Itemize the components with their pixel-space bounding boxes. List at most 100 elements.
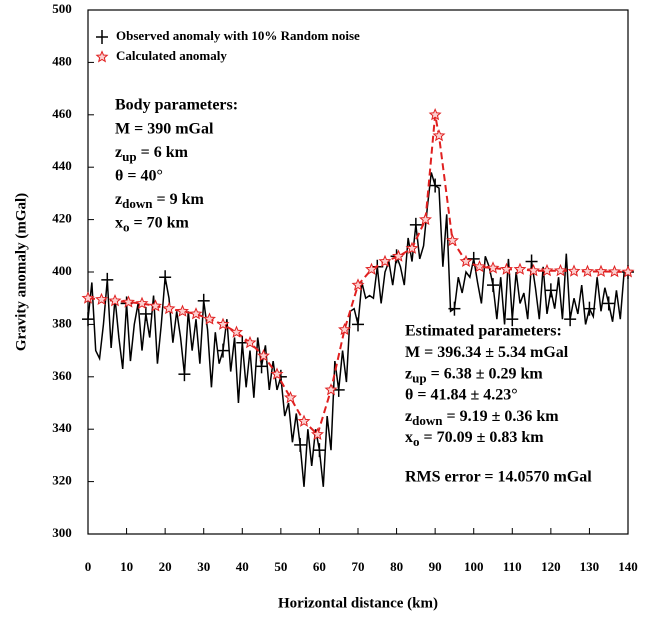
y-tick-label: 380 (52, 315, 72, 330)
star-marker (189, 307, 203, 320)
y-tick-label: 360 (52, 368, 72, 383)
annotation-line: M = 396.34 ± 5.34 mGal (405, 344, 569, 361)
annotation-part: x (115, 214, 123, 231)
annotation-line: M = 390 mGal (115, 120, 214, 137)
annotation-line: xo = 70.09 ± 0.83 km (405, 429, 544, 449)
star-marker (162, 301, 176, 315)
star-marker (527, 263, 540, 277)
star-marker (108, 294, 122, 307)
plus-marker (544, 283, 557, 298)
star-marker (513, 262, 527, 275)
annotation-part: M = 396.34 ± 5.34 mGal (405, 344, 569, 361)
y-tick-label: 300 (52, 525, 72, 540)
x-tick-label: 120 (541, 559, 561, 574)
star-marker (500, 262, 513, 275)
y-tick-label: 320 (52, 473, 72, 488)
plus-marker (448, 301, 461, 316)
star-marker (432, 128, 446, 142)
annotation-line: xo = 70 km (115, 214, 190, 234)
star-marker (486, 261, 500, 274)
annotation-part: = 70.09 ± 0.83 km (420, 429, 545, 446)
plus-marker (602, 296, 615, 311)
x-tick-label: 60 (313, 559, 326, 574)
star-marker (428, 107, 442, 121)
star-marker (149, 299, 162, 312)
plus-marker (583, 301, 596, 316)
plus-marker (429, 178, 442, 193)
plus-marker (178, 367, 191, 382)
x-tick-label: 90 (429, 559, 442, 574)
y-tick-label: 400 (52, 263, 72, 278)
annotation-line: θ = 40° (115, 167, 163, 184)
star-marker (297, 414, 311, 427)
plus-marker (409, 217, 422, 232)
annotation-part: θ = 41.84 ± 4.23° (405, 386, 518, 403)
x-tick-label: 70 (352, 559, 365, 574)
plus-marker (313, 443, 326, 458)
star-marker (473, 259, 486, 273)
annotation-part: down (412, 413, 443, 428)
legend-label: Observed anomaly with 10% Random noise (116, 28, 360, 43)
x-tick-label: 140 (618, 559, 638, 574)
annotation-title: Body parameters: (115, 97, 238, 114)
annotation-part: up (122, 149, 136, 164)
star-marker (230, 325, 243, 338)
plus-marker (352, 317, 364, 332)
plus-marker (96, 30, 108, 44)
plus-marker (197, 293, 210, 308)
star-marker (135, 296, 149, 309)
plus-marker (487, 278, 499, 293)
star-marker (405, 241, 419, 254)
star-marker (608, 264, 621, 278)
y-tick-label: 440 (52, 158, 72, 173)
star-marker (95, 50, 109, 63)
plus-marker (525, 254, 538, 269)
annotation-line: zup = 6.38 ± 0.29 km (405, 365, 543, 385)
plus-marker (294, 437, 307, 452)
annotation-part: down (122, 196, 153, 211)
plus-marker (564, 312, 577, 327)
annotation-part: o (123, 219, 130, 234)
y-tick-label: 460 (52, 106, 72, 121)
annotation-line: zdown = 9 km (115, 191, 204, 211)
annotation-part: = 6.38 ± 0.29 km (427, 365, 544, 382)
star-marker (554, 263, 567, 277)
series-line (87, 114, 629, 437)
annotation-part: M = 390 mGal (115, 120, 214, 137)
star-marker (95, 292, 108, 306)
y-tick-label: 480 (52, 53, 72, 68)
star-marker (216, 317, 230, 330)
star-marker (392, 249, 405, 262)
star-marker (324, 383, 338, 396)
legend-label: Calculated anomaly (116, 48, 227, 63)
y-tick-label: 420 (52, 211, 72, 226)
annotation-line: θ = 41.84 ± 4.23° (405, 386, 518, 403)
star-marker (594, 264, 608, 277)
x-axis-label: Horizontal distance (km) (278, 595, 438, 611)
star-marker (567, 264, 581, 277)
plus-marker (217, 343, 229, 358)
star-marker (378, 254, 392, 268)
star-marker (459, 254, 473, 268)
star-marker (257, 349, 270, 362)
annotation-part: x (405, 429, 413, 446)
star-marker (311, 427, 324, 440)
x-tick-label: 50 (274, 559, 287, 574)
plus-marker (159, 270, 172, 285)
x-tick-label: 10 (120, 559, 133, 574)
plus-marker (506, 312, 519, 327)
star-marker (176, 304, 189, 317)
star-marker (243, 335, 257, 349)
star-marker (621, 265, 635, 278)
x-tick-label: 0 (85, 559, 92, 574)
annotation-rms: RMS error = 14.0570 mGal (405, 469, 592, 486)
annotation-part: z (405, 365, 412, 382)
plus-marker (82, 312, 94, 327)
annotation-line: zup = 6 km (115, 144, 189, 164)
annotation-part: = 70 km (130, 214, 190, 231)
annotation-part: o (413, 434, 420, 449)
x-tick-label: 130 (580, 559, 600, 574)
star-marker (351, 278, 365, 291)
x-tick-label: 30 (197, 559, 210, 574)
